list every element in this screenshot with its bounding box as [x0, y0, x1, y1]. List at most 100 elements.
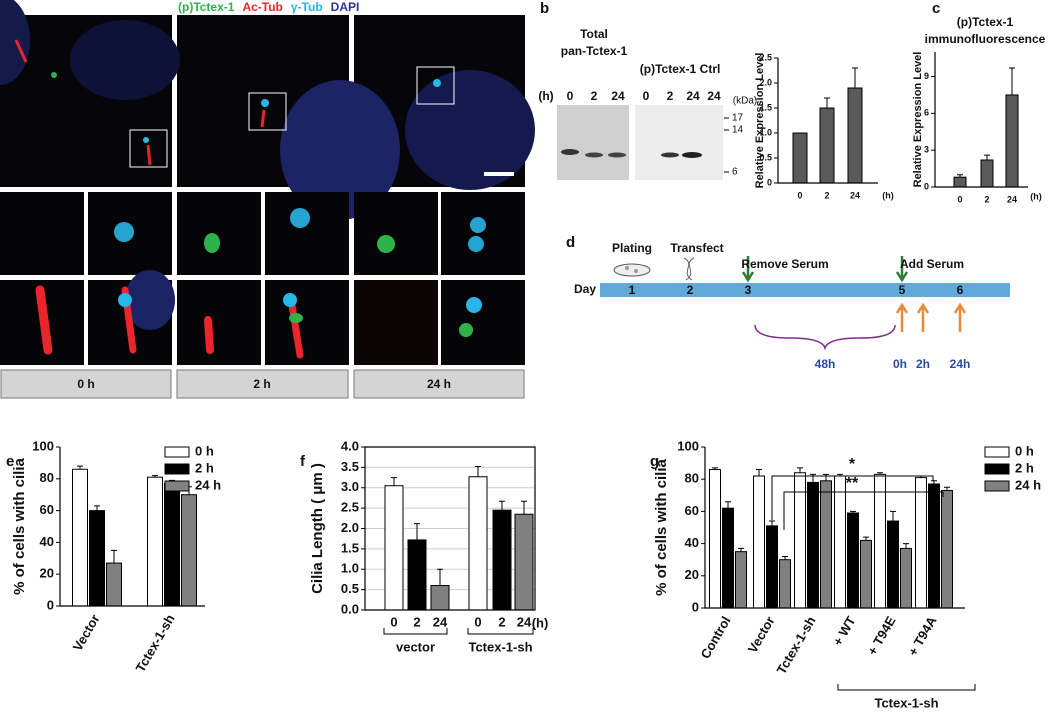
spot: [143, 137, 149, 143]
bar: [430, 585, 450, 611]
spot: [51, 72, 57, 78]
step-label: Plating: [612, 241, 652, 255]
x-tick-label: Tctex-1-sh: [133, 612, 178, 675]
time-label: 0h: [893, 357, 907, 371]
bar: [847, 512, 859, 609]
error-bar: [414, 523, 420, 540]
spot: [114, 222, 134, 242]
legend-label: 24 h: [195, 477, 221, 492]
bar: [941, 489, 953, 609]
y-axis-label: % of cells with cilia: [653, 458, 670, 595]
y-tick-label: 2.0: [759, 77, 772, 87]
x-tick-label: 2: [984, 194, 989, 204]
time-label: 2 h: [253, 377, 270, 391]
legend-label: 0 h: [195, 443, 214, 458]
error-bar: [437, 568, 443, 586]
blot-header: (p)Tctex-1: [640, 62, 697, 76]
y-tick-label: 40: [40, 534, 54, 549]
image: [354, 280, 438, 365]
axis-line: [59, 447, 205, 607]
y-tick-label: 80: [685, 471, 699, 486]
x-unit: (h): [882, 190, 894, 200]
blot-header: Total: [580, 27, 608, 41]
scale-bar: [484, 172, 514, 176]
x-tick-label: Control: [697, 614, 733, 662]
inset-box: [416, 66, 455, 105]
time-label: 24h: [950, 357, 971, 371]
error-bar: [863, 536, 869, 541]
day-label: 6: [957, 283, 964, 297]
timeline: [600, 256, 1010, 351]
y-tick-label: 0: [767, 177, 772, 187]
error-bar: [94, 505, 100, 511]
x-tick-label: 2: [413, 614, 420, 629]
y-tick-label: 0.5: [341, 581, 359, 596]
arrow: [916, 302, 930, 332]
arrow: [953, 302, 967, 332]
cilium: [35, 285, 53, 355]
y-tick-label: 0.0: [341, 601, 359, 616]
day-label: 1: [629, 283, 636, 297]
panel-label: b: [540, 0, 549, 17]
marker-label: 14: [732, 125, 744, 136]
bar: [980, 159, 994, 188]
x-unit: (h): [532, 615, 549, 630]
legend-label: 24 h: [1015, 477, 1041, 492]
arrow: [741, 256, 755, 283]
y-axis-label: % of cells with cilia: [11, 457, 28, 594]
bar: [900, 547, 912, 609]
error-bar: [984, 154, 990, 160]
x-tick-label: + T94A: [905, 613, 940, 658]
significance-mark: **: [846, 475, 859, 492]
error-bar: [890, 510, 896, 522]
lane-label: 2: [591, 89, 598, 103]
x-tick-label: 2: [824, 190, 829, 200]
y-tick-label: 0: [924, 181, 929, 191]
error-bar: [712, 467, 718, 470]
axis-line: [934, 52, 1028, 188]
blot-image: [635, 105, 723, 180]
error-bar: [823, 473, 829, 481]
image: [441, 192, 525, 275]
legend-label: 2 h: [1015, 460, 1034, 475]
spot: [204, 233, 220, 253]
timeline-bar: [600, 283, 1010, 297]
y-tick-label: 100: [32, 438, 54, 453]
bar: [514, 513, 534, 611]
blot-image: [557, 105, 629, 180]
y-tick-label: 1.5: [759, 102, 772, 112]
error-bar: [111, 549, 117, 564]
bar: [928, 483, 940, 609]
panel-label: d: [566, 234, 575, 251]
legend-swatch: [984, 446, 1010, 458]
group-label: Tctex-1-sh: [468, 639, 532, 654]
y-tick-label: 20: [40, 566, 54, 581]
brace: [754, 324, 896, 351]
error-bar: [152, 475, 158, 478]
y-tick-label: 1.5: [341, 540, 359, 555]
y-tick-label: 0: [47, 597, 54, 612]
spot: [261, 99, 269, 107]
error-bar: [756, 469, 762, 476]
inset-box: [129, 129, 168, 168]
spot: [466, 297, 482, 313]
y-tick-label: 3.0: [341, 479, 359, 494]
day-label: 2: [687, 283, 694, 297]
y-tick-label: 1.0: [759, 127, 772, 137]
error-bar: [769, 520, 775, 526]
legend-swatch: [984, 463, 1010, 475]
unit: (h): [538, 89, 553, 103]
spot: [433, 79, 441, 87]
bar: [147, 476, 163, 607]
bar: [860, 539, 872, 609]
bar: [792, 132, 808, 184]
error-bar: [391, 477, 397, 486]
axis-line: [777, 58, 878, 184]
significance-line: [783, 491, 944, 530]
error-bar: [957, 174, 963, 178]
bar: [874, 473, 886, 609]
y-tick-label: 20: [685, 567, 699, 582]
error-bar: [1009, 67, 1015, 95]
channel-label: DAPI: [331, 0, 360, 14]
